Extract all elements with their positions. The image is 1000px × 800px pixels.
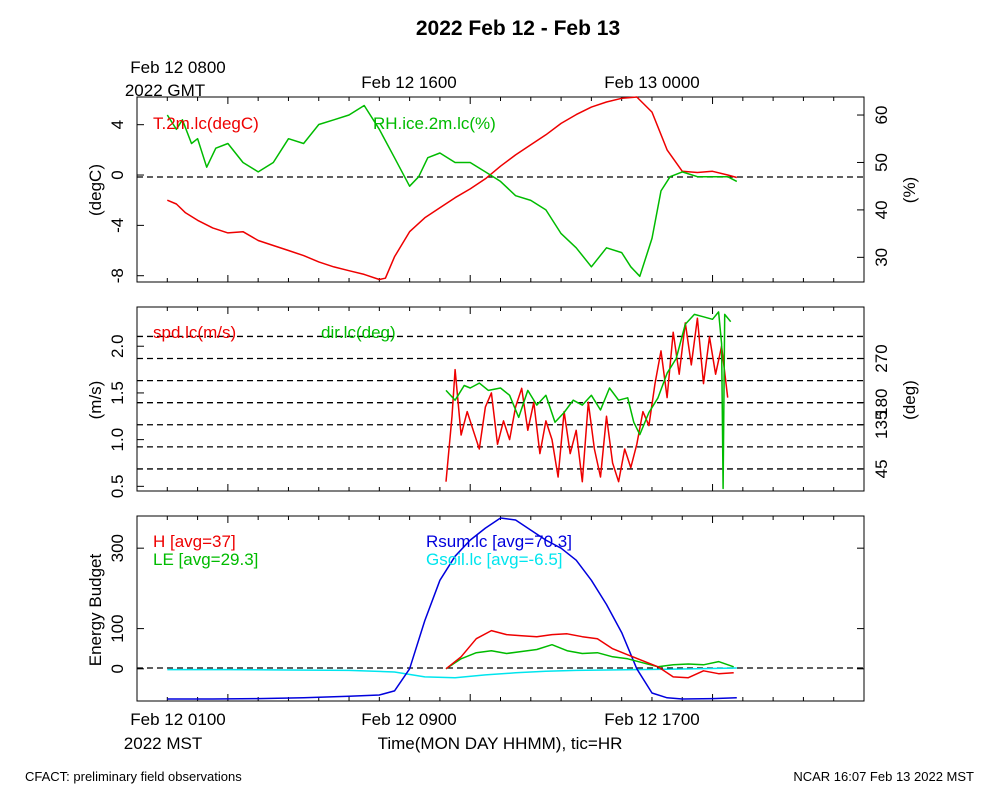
p2-ytick-label-right: 270 (872, 344, 891, 372)
series-gsoil-line (167, 667, 737, 679)
bottom-axis-label-3: Feb 12 1700 (604, 710, 699, 729)
panel-2-frame (136, 306, 865, 492)
panel-energy-budget: 300 100 0 Energy Budget H [avg=37] LE [avg… (86, 515, 865, 702)
p3-ytick-label: 0 (108, 664, 127, 673)
footer-left: CFACT: preliminary field observations (25, 769, 242, 784)
p2-ytick-label-left: 2.0 (108, 334, 127, 358)
series-le-line (445, 643, 734, 670)
series-t-line (167, 96, 737, 281)
series-rh-line (166, 104, 738, 278)
p1-ytick-label-right: 30 (872, 248, 891, 267)
panel-1-ylabel-left: (degC) (86, 164, 105, 216)
top-axis-label-2: Feb 12 1600 (361, 73, 456, 92)
bottom-axis-label-1: Feb 12 0100 (130, 710, 225, 729)
p1-ytick-label-left: -8 (108, 268, 127, 283)
p3-ytick-label: 100 (108, 614, 127, 642)
panel-2-ylabel-right: (deg) (900, 380, 919, 420)
legend-sensible-heat: H [avg=37] (153, 532, 236, 551)
p2-ytick-label-left: 0.5 (108, 475, 127, 499)
panel-2-ylabel-left: (m/s) (86, 381, 105, 420)
bottom-axis-label-1-sub: 2022 MST (124, 734, 202, 753)
legend-radiation-sum: Rsum.lc [avg=70.3] (426, 532, 572, 551)
legend-temperature: T.2m.lc(degC) (153, 114, 259, 133)
series-dir-line (445, 311, 732, 490)
p2-ytick-label-right: 135 (872, 411, 891, 439)
legend-latent-heat: LE [avg=29.3] (153, 550, 258, 569)
legend-soil-heat: Gsoil.lc [avg=-6.5] (426, 550, 563, 569)
p1-ytick-label-left: 4 (108, 120, 127, 129)
p1-ytick-label-left: -4 (108, 218, 127, 233)
series-h-line (445, 629, 734, 679)
x-axis-title: Time(MON DAY HHMM), tic=HR (378, 734, 623, 753)
chart-title: 2022 Feb 12 - Feb 13 (416, 17, 620, 40)
top-axis-label-1-sub: 2022 GMT (125, 81, 205, 100)
series-rsum-line (167, 517, 737, 700)
p3-ytick-label: 300 (108, 534, 127, 562)
p2-ytick-label-left: 1.5 (108, 381, 127, 405)
panel-1-ylabel-right: (%) (900, 177, 919, 203)
p2-ytick-label-right: 180 (872, 388, 891, 416)
p1-ytick-label-right: 50 (872, 153, 891, 172)
panel-3-ylabel-left: Energy Budget (86, 553, 105, 666)
series-spd-line (445, 317, 729, 483)
bottom-axis-label-2: Feb 12 0900 (361, 710, 456, 729)
legend-speed: spd.lc(m/s) (153, 323, 236, 342)
p2-ytick-label-right: 45 (872, 459, 891, 478)
top-axis-label-3: Feb 13 0000 (604, 73, 699, 92)
top-axis-label-1: Feb 12 0800 (130, 58, 225, 77)
p1-ytick-label-right: 60 (872, 106, 891, 125)
footer-right: NCAR 16:07 Feb 13 2022 MST (793, 769, 974, 784)
legend-humidity: RH.ice.2m.lc(%) (373, 114, 496, 133)
p1-ytick-label-right: 40 (872, 200, 891, 219)
p1-ytick-label-left: 0 (108, 170, 127, 179)
p2-ytick-label-left: 1.0 (108, 428, 127, 452)
legend-direction: dir.lc(deg) (321, 323, 396, 342)
